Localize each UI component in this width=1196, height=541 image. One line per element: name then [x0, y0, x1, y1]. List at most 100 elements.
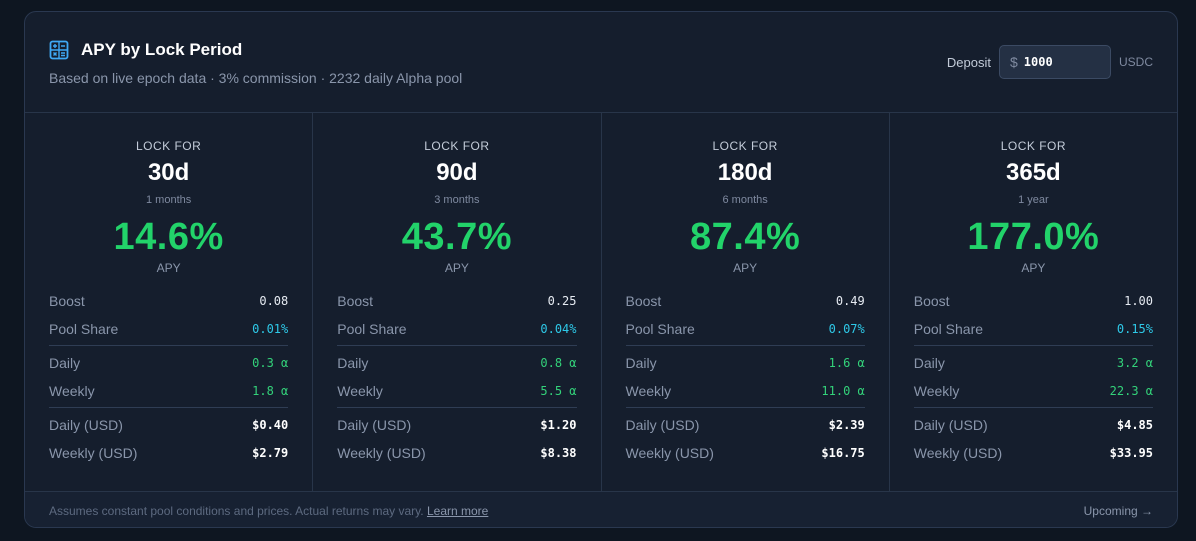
deposit-input[interactable]	[1023, 55, 1094, 69]
weekly-row: Weekly 5.5 α	[337, 377, 576, 405]
lock-period: 30d	[147, 159, 190, 186]
weekly-value: 11.0 α	[821, 384, 865, 398]
learn-more-link[interactable]: Learn more	[426, 504, 489, 518]
deposit-field[interactable]: $	[998, 45, 1111, 79]
daily-usd-value: $2.39	[828, 418, 865, 432]
weekly-usd-value: $8.38	[540, 446, 577, 460]
pool-share-label: Pool Share	[49, 321, 119, 337]
weekly-usd-label: Weekly (USD)	[49, 445, 138, 461]
upcoming-link[interactable]: Upcoming →	[1083, 504, 1153, 518]
pool-share-value: 0.01%	[252, 322, 289, 336]
daily-usd-label: Daily (USD)	[337, 417, 412, 433]
lock-period-column-180d: LOCK FOR 180d 6 months 87.4% APY Boost 0…	[602, 113, 890, 491]
boost-value: 0.25	[547, 294, 577, 308]
lock-period-column-90d: LOCK FOR 90d 3 months 43.7% APY Boost 0.…	[313, 113, 602, 491]
lock-duration: 1 months	[146, 194, 192, 206]
daily-label: Daily	[625, 355, 657, 371]
apy-value: 43.7%	[401, 216, 512, 258]
daily-label: Daily	[913, 355, 945, 371]
boost-label: Boost	[337, 293, 374, 309]
boost-label: Boost	[913, 293, 950, 309]
divider	[49, 345, 289, 346]
stats-list: Boost 0.08 Pool Share 0.01% Daily 0.3 α …	[49, 287, 289, 467]
weekly-usd-row: Weekly (USD) $2.79	[49, 439, 288, 467]
card-title: APY by Lock Period	[81, 40, 243, 59]
apy-label: APY	[444, 261, 469, 275]
daily-row: Daily 0.8 α	[337, 349, 576, 377]
weekly-row: Weekly 11.0 α	[626, 377, 865, 405]
calculator-icon	[49, 40, 69, 60]
weekly-usd-label: Weekly (USD)	[625, 445, 714, 461]
daily-usd-row: Daily (USD) $4.85	[914, 411, 1153, 439]
daily-row: Daily 1.6 α	[626, 349, 865, 377]
weekly-row: Weekly 22.3 α	[914, 377, 1153, 405]
weekly-row: Weekly 1.8 α	[49, 377, 288, 405]
weekly-usd-value: $33.95	[1109, 446, 1153, 460]
lock-for-label: LOCK FOR	[424, 139, 490, 153]
daily-value: 0.3 α	[252, 356, 289, 370]
weekly-label: Weekly	[625, 383, 672, 399]
daily-usd-row: Daily (USD) $2.39	[626, 411, 865, 439]
lock-duration: 3 months	[434, 194, 480, 206]
deposit-unit: USDC	[1118, 55, 1153, 69]
boost-value: 0.49	[835, 294, 865, 308]
apy-label: APY	[1021, 261, 1046, 275]
apy-calculator-card: APY by Lock Period Based on live epoch d…	[24, 11, 1178, 528]
deposit-control: Deposit $ USDC	[947, 45, 1153, 79]
apy-label: APY	[156, 261, 181, 275]
lock-for-label: LOCK FOR	[712, 139, 778, 153]
title-row: APY by Lock Period	[49, 40, 242, 60]
daily-usd-value: $4.85	[1116, 418, 1153, 432]
lock-period: 180d	[717, 159, 773, 186]
daily-usd-label: Daily (USD)	[625, 417, 700, 433]
divider	[625, 407, 865, 408]
weekly-usd-label: Weekly (USD)	[337, 445, 426, 461]
apy-value: 87.4%	[690, 216, 801, 258]
apy-value: 177.0%	[967, 216, 1100, 258]
boost-value: 0.08	[259, 294, 289, 308]
weekly-label: Weekly	[913, 383, 960, 399]
disclaimer: Assumes constant pool conditions and pri…	[49, 504, 488, 518]
weekly-usd-row: Weekly (USD) $33.95	[914, 439, 1153, 467]
lock-period-grid: LOCK FOR 30d 1 months 14.6% APY Boost 0.…	[25, 113, 1177, 491]
boost-label: Boost	[625, 293, 662, 309]
boost-row: Boost 1.00	[914, 287, 1153, 315]
divider	[337, 407, 577, 408]
weekly-usd-row: Weekly (USD) $16.75	[626, 439, 865, 467]
daily-usd-value: $1.20	[540, 418, 577, 432]
boost-label: Boost	[49, 293, 85, 309]
card-footer: Assumes constant pool conditions and pri…	[25, 491, 1177, 527]
lock-for-label: LOCK FOR	[1000, 139, 1067, 153]
daily-usd-value: $0.40	[252, 418, 289, 432]
daily-usd-label: Daily (USD)	[913, 417, 988, 433]
dollar-sign: $	[1009, 54, 1018, 70]
boost-row: Boost 0.08	[49, 287, 288, 315]
card-header: APY by Lock Period Based on live epoch d…	[25, 12, 1177, 113]
weekly-usd-value: $2.79	[252, 446, 289, 460]
apy-label: APY	[733, 261, 758, 275]
lock-period: 90d	[436, 159, 478, 186]
lock-period: 365d	[1006, 159, 1061, 186]
divider	[913, 407, 1153, 408]
pool-share-value: 0.15%	[1116, 322, 1153, 336]
pool-share-value: 0.07%	[828, 322, 865, 336]
boost-row: Boost 0.25	[337, 287, 576, 315]
pool-share-row: Pool Share 0.04%	[337, 315, 576, 343]
daily-value: 0.8 α	[540, 356, 577, 370]
daily-usd-row: Daily (USD) $0.40	[49, 411, 288, 439]
lock-duration: 1 year	[1018, 194, 1049, 206]
divider	[625, 345, 865, 346]
daily-usd-label: Daily (USD)	[49, 417, 123, 433]
daily-label: Daily	[337, 355, 369, 371]
apy-value: 14.6%	[113, 216, 224, 258]
weekly-value: 1.8 α	[252, 384, 289, 398]
daily-value: 3.2 α	[1116, 356, 1153, 370]
lock-period-column-30d: LOCK FOR 30d 1 months 14.6% APY Boost 0.…	[25, 113, 314, 491]
pool-share-row: Pool Share 0.15%	[914, 315, 1153, 343]
divider	[913, 345, 1153, 346]
lock-period-column-365d: LOCK FOR 365d 1 year 177.0% APY Boost 1.…	[890, 113, 1177, 491]
weekly-label: Weekly	[49, 383, 95, 399]
weekly-label: Weekly	[337, 383, 383, 399]
pool-share-label: Pool Share	[625, 321, 695, 337]
pool-share-row: Pool Share 0.07%	[626, 315, 865, 343]
